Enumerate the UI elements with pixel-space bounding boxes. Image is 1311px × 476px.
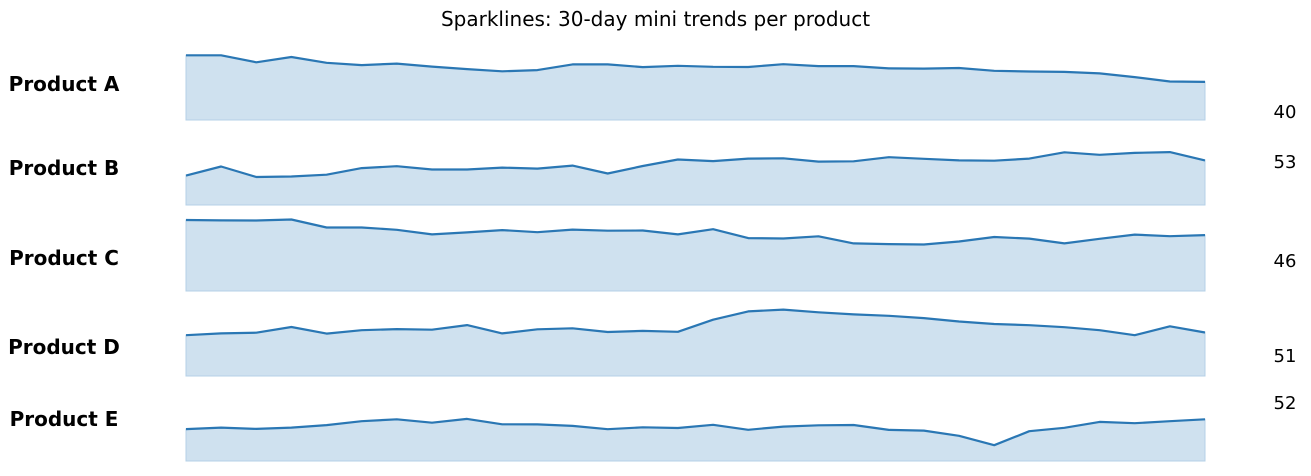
line-product-e <box>185 417 1206 447</box>
line-product-d <box>185 308 1206 337</box>
series-label-product-e: Product E <box>9 407 119 431</box>
end-value-product-b: 53 <box>1273 152 1297 173</box>
area-product-a <box>185 54 1206 121</box>
series-label-product-d: Product D <box>8 335 120 359</box>
area-product-d <box>185 309 1206 377</box>
end-value-product-c: 46 <box>1273 251 1297 272</box>
line-product-a <box>186 54 1206 83</box>
area-product-c <box>185 218 1206 292</box>
end-value-product-e: 52 <box>1273 393 1297 414</box>
end-value-product-a: 40 <box>1273 102 1297 123</box>
line-product-c <box>185 218 1206 246</box>
series-label-product-c: Product C <box>9 246 119 270</box>
chart-title: Sparklines: 30-day mini trends per produ… <box>440 7 871 31</box>
series-label-product-b: Product B <box>8 156 120 180</box>
area-product-e <box>185 418 1206 462</box>
series-label-product-a: Product A <box>8 72 120 96</box>
end-value-product-d: 51 <box>1273 346 1297 367</box>
line-product-b <box>185 151 1206 179</box>
